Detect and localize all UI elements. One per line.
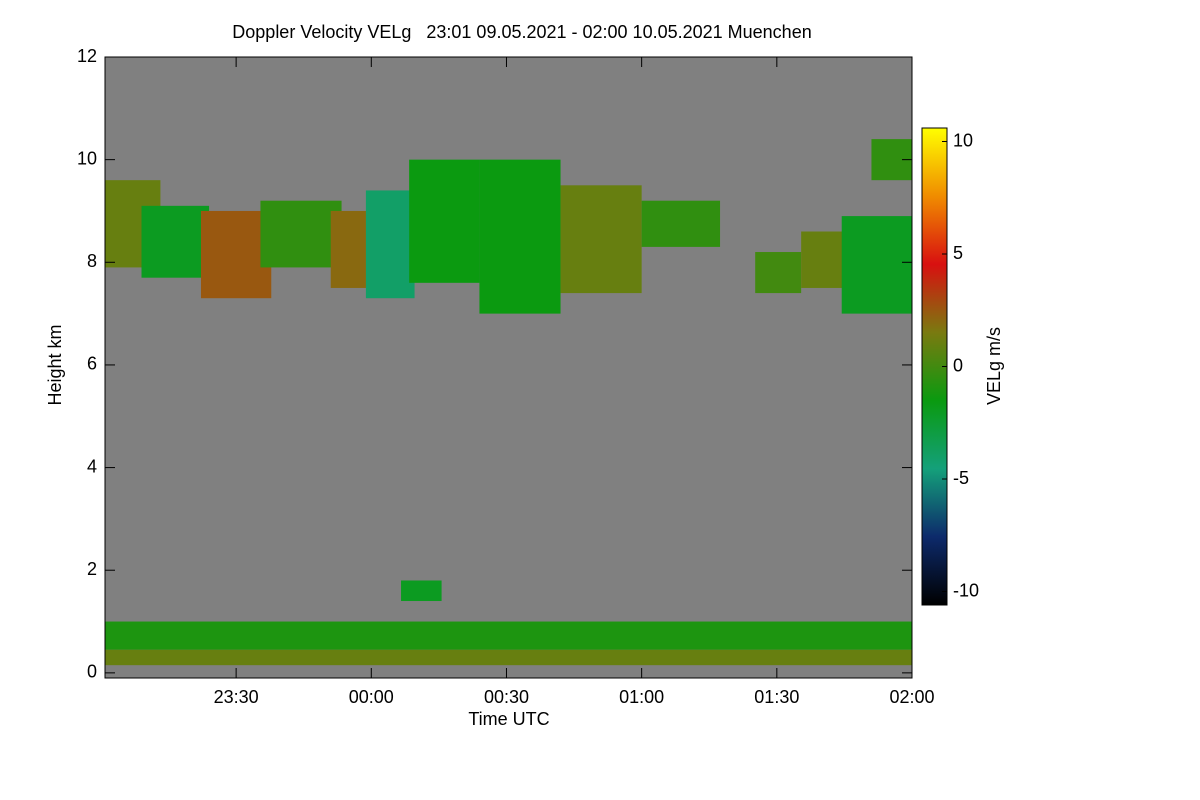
plot-frame (104, 56, 913, 679)
colorbar-tick-label: -10 (953, 580, 979, 600)
x-tick-label: 01:00 (619, 687, 664, 707)
heatmap-cell (401, 580, 442, 602)
y-tick-label: 10 (77, 148, 97, 168)
x-tick-label: 00:00 (349, 687, 394, 707)
colorbar-tick-label: 0 (953, 355, 963, 375)
heatmap-cell (105, 649, 912, 666)
y-tick-label: 8 (87, 251, 97, 271)
heatmap-cell (479, 159, 561, 314)
colorbar-tick-label: 10 (953, 130, 973, 150)
plot-background (105, 57, 912, 678)
y-tick-label: 4 (87, 456, 97, 476)
heatmap-cell (409, 159, 480, 283)
y-tick-label: 0 (87, 662, 97, 682)
chart-title: Doppler Velocity VELg 23:01 09.05.2021 -… (232, 22, 811, 42)
heatmap-cell (105, 621, 912, 650)
colorbar-tick-label: -5 (953, 468, 969, 488)
heatmap-cell (141, 205, 210, 278)
heatmap-cell (641, 200, 721, 247)
heatmap-cell (755, 252, 802, 294)
x-tick-label: 00:30 (484, 687, 529, 707)
x-tick-label: 02:00 (889, 687, 934, 707)
heatmap-cell (200, 210, 272, 299)
heatmap-cell (560, 185, 642, 294)
x-tick-label: 23:30 (214, 687, 259, 707)
y-tick-label: 6 (87, 354, 97, 374)
y-tick-label: 12 (77, 46, 97, 66)
y-tick-label: 2 (87, 559, 97, 579)
heatmap-cell (260, 200, 342, 268)
x-axis-label: Time UTC (468, 709, 549, 729)
x-tick-label: 01:30 (754, 687, 799, 707)
y-axis-label: Height km (45, 324, 65, 405)
colorbar-tick-label: 5 (953, 243, 963, 263)
colorbar-label: VELg m/s (984, 327, 1004, 405)
heatmap-cell (841, 216, 912, 314)
heatmap-cell (365, 190, 415, 299)
heatmap-cell (330, 210, 372, 288)
